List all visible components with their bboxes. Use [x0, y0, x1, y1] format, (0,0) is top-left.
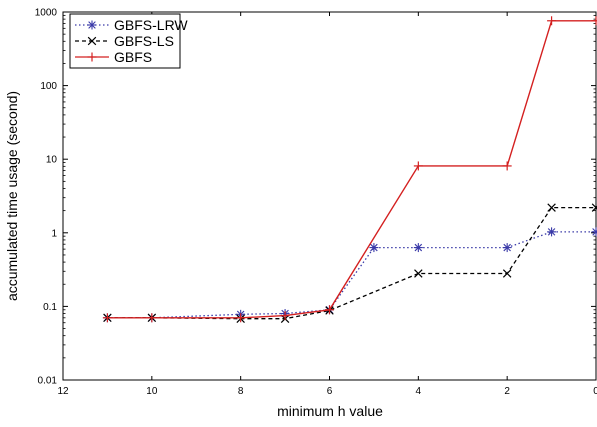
data-point	[325, 305, 334, 315]
data-point	[236, 313, 246, 323]
legend-label: GBFS	[114, 49, 152, 65]
x-tick-label: 2	[504, 386, 510, 397]
data-point	[369, 243, 379, 253]
legend-label: GBFS-LRW	[114, 17, 188, 33]
legend-label: GBFS-LS	[114, 33, 174, 49]
legend-box	[69, 13, 181, 69]
x-axis-title: minimum h value	[277, 403, 383, 419]
series-line	[107, 231, 596, 319]
data-point	[591, 203, 597, 212]
legend-item: GBFS	[75, 49, 152, 65]
x-tick-label: 6	[327, 386, 333, 397]
data-point	[147, 313, 157, 323]
data-point	[413, 243, 423, 253]
x-tick-label: 10	[146, 386, 158, 397]
data-point	[591, 227, 597, 237]
y-axis-title: accumulated time usage (second)	[4, 91, 20, 301]
data-point	[591, 16, 597, 26]
series-line	[107, 206, 596, 320]
series-line	[107, 20, 596, 319]
data-point	[413, 161, 423, 171]
series-gbfs-lrw	[102, 227, 597, 323]
x-tick-label: 12	[57, 386, 69, 397]
data-point	[102, 313, 112, 323]
data-point	[547, 227, 557, 237]
x-tick-label: 4	[416, 386, 422, 397]
data-point	[547, 203, 556, 212]
series-layer	[102, 16, 597, 323]
y-tick-label: 1	[51, 228, 57, 239]
y-tick-label: 10	[46, 155, 58, 166]
series-gbfs-ls	[103, 203, 597, 323]
legend-item: GBFS-LRW	[75, 17, 188, 33]
data-point	[414, 269, 423, 278]
data-point	[280, 311, 290, 321]
axes-group: 12 10 8 6 4 2 0 0.01 0.1 1 10 100 1000	[35, 8, 597, 398]
legend-item: GBFS-LS	[75, 33, 174, 49]
y-tick-label: 0.1	[43, 302, 57, 313]
data-point	[547, 16, 557, 26]
data-point	[502, 161, 512, 171]
x-tick-label: 8	[238, 386, 244, 397]
series-gbfs	[102, 16, 597, 323]
legend-marker	[87, 36, 97, 46]
y-tick-label: 1000	[35, 8, 58, 19]
y-tick-label: 100	[40, 81, 57, 92]
legend-marker	[87, 20, 97, 30]
x-tick-label: 0	[593, 386, 597, 397]
data-point	[502, 269, 512, 278]
data-point	[502, 243, 512, 253]
legend-marker	[87, 52, 97, 62]
y-tick-label: 0.01	[38, 376, 58, 387]
